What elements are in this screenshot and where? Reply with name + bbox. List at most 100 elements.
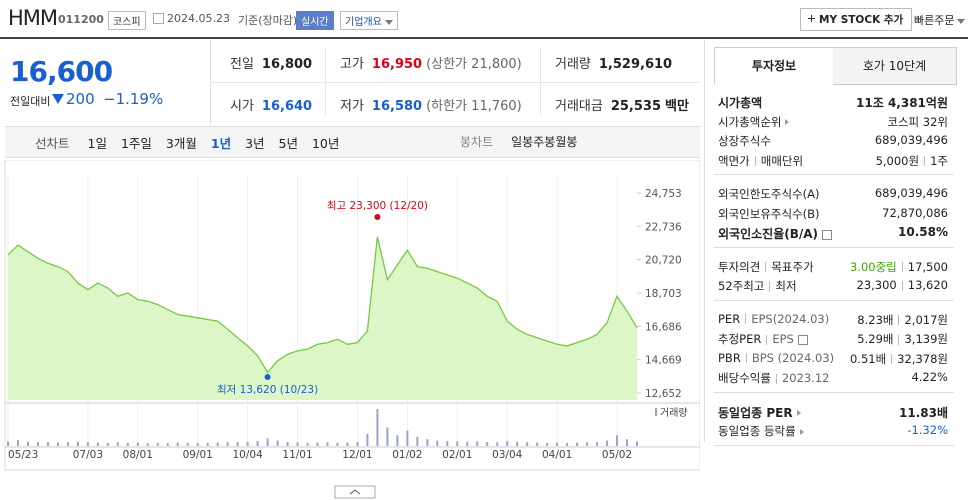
volume-bar <box>546 442 549 446</box>
volume-bar <box>206 442 209 446</box>
info-label: 배당수익률 2023.12 <box>718 370 829 386</box>
separator <box>898 334 900 345</box>
realtime-badge[interactable]: 실시간 <box>296 11 334 30</box>
volume-bar <box>86 442 89 446</box>
volume-bar <box>396 435 399 446</box>
volume-bar <box>66 442 69 446</box>
period-tab[interactable]: 3년 <box>245 136 265 151</box>
value-part: 0.51배 <box>849 351 887 366</box>
volume-bar <box>276 440 279 446</box>
info-label: 동일업종 PER <box>718 404 801 421</box>
value-part: 23,300 <box>856 278 897 292</box>
label-part: 외국인소진율(B/A) <box>718 227 819 241</box>
stat-value: 16,950 <box>371 57 423 72</box>
period-tab[interactable]: 1년 <box>210 136 232 151</box>
period-bar <box>5 126 700 158</box>
volume-bar <box>406 430 409 446</box>
volume-bar <box>286 442 289 446</box>
info-value: 72,870,086 <box>882 206 948 222</box>
volume-bar <box>256 441 259 446</box>
mystock-button[interactable]: MY STOCK 추가 <box>800 8 913 31</box>
info-value: 5.29배 3,139원 <box>857 331 948 347</box>
volume-bar <box>7 441 9 446</box>
info-tab[interactable]: 호가 10단계 <box>833 47 957 85</box>
stat-value: 16,640 <box>261 99 313 114</box>
period-tab[interactable]: 1일 <box>87 136 107 151</box>
separator <box>754 156 756 166</box>
separator <box>924 156 926 166</box>
label-part: 매매단위 <box>760 153 804 168</box>
volume-bar <box>526 442 529 446</box>
period-tab[interactable]: 1주일 <box>120 136 152 151</box>
volume-bar <box>516 441 519 446</box>
info-label: 투자의견 목표주가 <box>718 259 814 275</box>
price: 16,600 <box>10 55 113 88</box>
info-value: -1.32% <box>907 423 948 439</box>
label-part: 추정PER <box>718 332 762 346</box>
info-label: 시가총액순위 <box>718 114 790 130</box>
legend-swatch <box>655 408 657 416</box>
label-part: EPS <box>772 332 794 346</box>
quick-order[interactable]: 빠른주문 <box>914 12 966 28</box>
volume-bar <box>156 442 159 446</box>
line-tabs: 선차트 1일 1주일 3개월 1년 3년 5년 10년 <box>35 133 353 152</box>
period-tab[interactable]: 5년 <box>278 136 298 151</box>
info-row: 상장주식수 689,039,496 <box>718 133 948 149</box>
separator <box>745 314 747 324</box>
period-tab[interactable]: 10년 <box>311 136 340 151</box>
overview-dropdown[interactable]: 기업개요 <box>340 11 398 30</box>
help-icon[interactable] <box>797 334 808 345</box>
info-value: 3.00중립 17,500 <box>850 259 948 275</box>
volume-bar <box>226 442 229 446</box>
info-row: 외국인보유주식수(B) 72,870,086 <box>718 206 948 222</box>
label-part: BPS (2024.03) <box>751 350 835 365</box>
volume-bar <box>426 439 429 446</box>
extreme-dot <box>264 373 271 380</box>
x-tick-label: 05/02 <box>602 449 632 461</box>
stat: 시가 16,640 <box>230 95 312 114</box>
volume-bar <box>346 442 349 446</box>
info-label: 52주최고 최저 <box>718 278 797 294</box>
legend-label: 거래량 <box>660 407 688 419</box>
section-rule <box>714 299 954 301</box>
arrow-icon <box>785 119 790 125</box>
candle-tab[interactable]: 주봉 <box>533 135 556 149</box>
candle-tab[interactable]: 월봉 <box>555 135 578 149</box>
separator <box>891 354 893 364</box>
x-tick-label: 08/01 <box>123 449 153 461</box>
stat-value: 16,580 <box>371 99 423 114</box>
label-part: 투자의견 <box>718 259 761 274</box>
stat-note: (상한가 21,800) <box>426 57 522 72</box>
period-tab[interactable]: 3개월 <box>165 136 197 151</box>
volume-bar <box>116 442 119 446</box>
info-row: 외국인한도주식수(A) 689,039,496 <box>718 186 948 202</box>
change: 200 <box>66 90 95 108</box>
x-tick-label: 03/04 <box>492 449 523 461</box>
info-label: PBR BPS (2024.03) <box>718 351 834 367</box>
info-label: 동일업종 등락률 <box>718 423 804 439</box>
volume-bar <box>636 441 638 446</box>
calendar-icon <box>153 13 164 24</box>
info-tab[interactable]: 투자정보 <box>714 47 834 84</box>
info-row: 추정PER EPS 5.29배 3,139원 <box>718 331 948 347</box>
help-icon[interactable] <box>822 229 833 240</box>
info-row: 액면가 매매단위 5,000원 1주 <box>718 153 948 169</box>
value-part: 2,017원 <box>904 312 948 327</box>
separator <box>898 315 900 325</box>
stat-label: 시가 <box>230 99 254 114</box>
label-part: 외국인보유주식수(B) <box>718 206 820 221</box>
value-part: 8.23배 <box>857 312 894 327</box>
volume-bar <box>296 442 299 446</box>
value-part: 32,378원 <box>897 351 948 366</box>
volume-bar <box>306 442 309 446</box>
expand-button[interactable] <box>334 485 376 499</box>
section-rule <box>714 174 954 175</box>
candle-tab[interactable]: 일봉 <box>511 135 534 149</box>
stat-label: 고가 <box>340 57 364 72</box>
volume-bar <box>126 442 129 446</box>
mystock-text: MY STOCK 추가 <box>819 14 904 26</box>
volume-bar <box>176 442 179 446</box>
label-part: 배당수익률 <box>718 371 771 385</box>
section-rule <box>714 391 954 393</box>
arrow-icon <box>796 410 801 416</box>
